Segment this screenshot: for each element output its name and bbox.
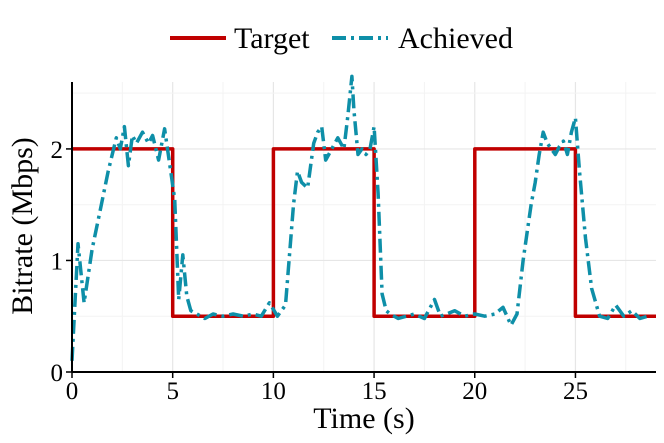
series-line-achieved	[70, 74, 649, 361]
grid	[71, 82, 656, 373]
axes: 0 5 10 15 20 25 0 1 2	[51, 82, 656, 405]
legend-label-target: Target	[234, 22, 310, 55]
legend: Target Achieved	[170, 22, 513, 55]
legend-label-achieved: Achieved	[398, 22, 513, 55]
x-tick-label: 20	[462, 378, 487, 405]
y-axis-title: Bitrate (Mbps)	[6, 137, 39, 314]
y-tick-label: 2	[51, 137, 64, 164]
x-tick-label: 15	[362, 378, 387, 405]
x-axis-title: Time (s)	[313, 402, 414, 435]
y-tick-label: 0	[51, 360, 64, 387]
x-tick-label: 10	[261, 378, 286, 405]
x-tick-label: 5	[166, 378, 179, 405]
series-line-target	[72, 147, 656, 318]
x-tick-label: 25	[563, 378, 588, 405]
y-tick-label: 1	[51, 248, 64, 275]
x-tick-label: 0	[66, 378, 79, 405]
series-layer	[70, 74, 656, 361]
